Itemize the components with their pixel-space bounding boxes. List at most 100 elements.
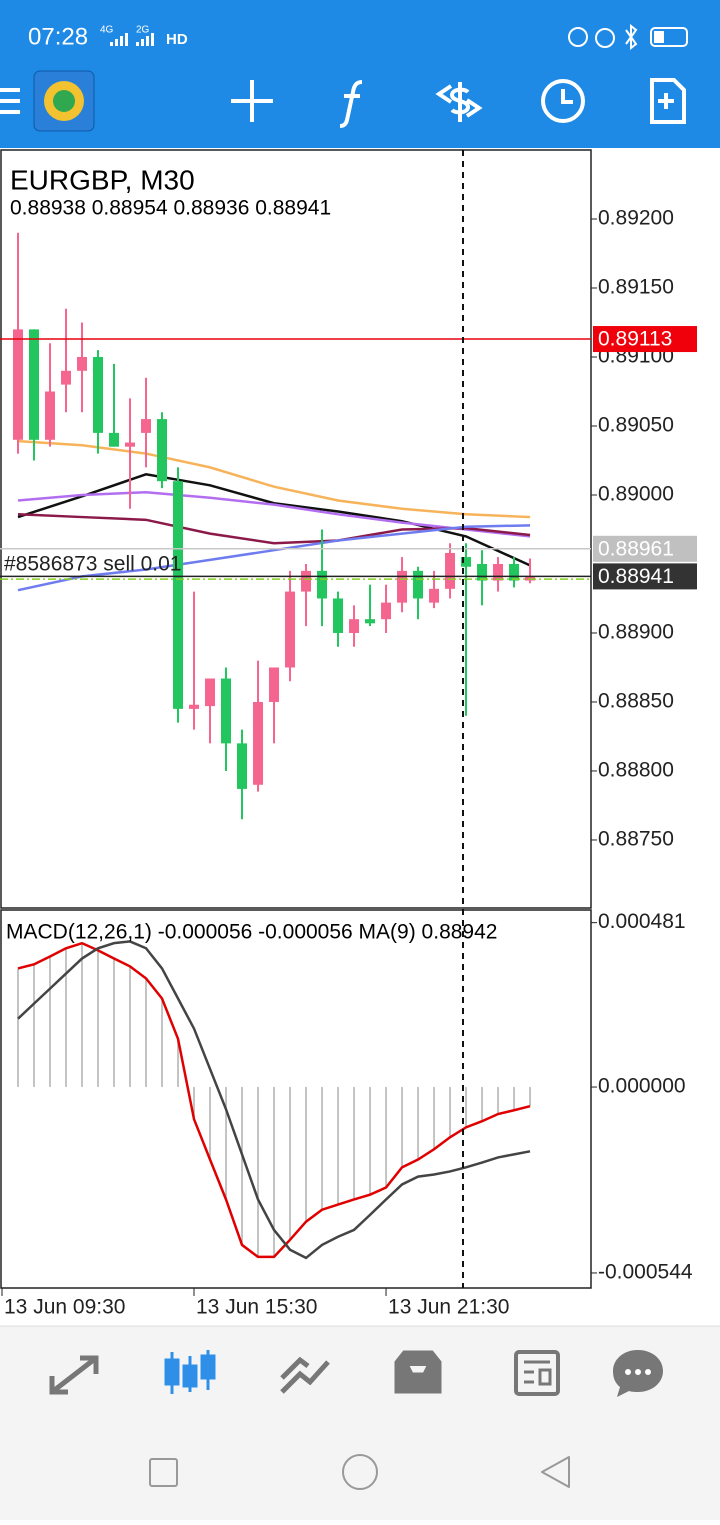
candle-body [157,419,168,482]
y-tick-label: 0.89150 [598,276,674,299]
price-tag-label: 0.88961 [598,537,674,560]
moving-average [17,472,531,567]
battery-icon [650,27,688,47]
order-label: #8586873 sell 0.01 [4,553,182,576]
candle-body [221,678,232,744]
macd-frame [0,909,592,1289]
candle-body [237,743,248,789]
main-plot: #8586873 sell 0.01 [0,232,591,820]
candle-body [61,370,72,385]
candle-body [253,701,264,785]
moving-average [17,524,531,592]
y-tick-label: 0.000000 [598,1075,686,1098]
trade-tab[interactable] [280,1356,330,1394]
signal-icon [110,33,128,46]
candle-body [141,419,152,433]
bluetooth-icon [625,23,638,51]
app-logo [53,90,75,112]
period-button [561,89,573,104]
trade-button[interactable] [435,82,483,122]
candle-body [509,563,520,581]
axes: 0.892000.891500.891000.890500.890000.889… [1,207,697,1319]
back-button[interactable] [541,1456,570,1488]
history-tab[interactable] [394,1350,442,1394]
price-tag [593,326,697,353]
candle-body [333,598,344,633]
quotes-tab[interactable] [49,1355,99,1395]
candle-body [13,329,24,440]
x-tick-label: 13 Jun 15:30 [196,1296,317,1319]
candle-body [397,570,408,603]
candle-body [381,602,392,620]
candle-body [493,563,504,581]
candle-body [189,704,200,709]
y-tick-label: 0.88850 [598,690,674,713]
chart-tab[interactable] [164,1350,216,1394]
price-tag-label: 0.88941 [598,565,674,588]
y-tick-label: 0.88750 [598,828,674,851]
news-tab[interactable] [514,1350,560,1396]
candle-body [29,329,40,440]
y-tick-label: 0.88800 [598,759,674,782]
chart-title: EURGBP, M30 [10,164,195,195]
candle-body [285,591,296,668]
period-button[interactable] [541,79,585,123]
y-tick-label: 0.89200 [598,207,674,230]
candle-body [365,619,376,624]
candle-body [125,442,136,447]
moving-average [17,490,531,538]
candle-body [317,570,328,599]
hd-label: HD [166,31,188,48]
price-tag-label: 0.89113 [598,328,672,351]
new-order-button[interactable] [650,78,686,124]
candle-body [109,432,120,447]
y-tick-label: 0.88900 [598,621,674,644]
candle-body [77,356,88,371]
x-tick-label: 13 Jun 09:30 [4,1296,125,1319]
home-button[interactable] [342,1454,378,1490]
indicators-button[interactable] [339,80,363,128]
x-tick-label: 13 Jun 21:30 [388,1296,509,1319]
candle-body [173,481,184,709]
candle-body [477,563,488,581]
candle-body [301,570,312,592]
candle-body [45,391,56,440]
macd-plot [17,940,531,1260]
y-tick-label: 0.000481 [598,910,686,933]
y-tick-label: -0.000544 [598,1261,693,1284]
candle-body [349,619,360,633]
news-tab [524,1360,552,1386]
candle-body [269,667,280,702]
candle-body [429,588,440,603]
candle-body [461,557,472,567]
moving-average [17,439,531,519]
main-chart-frame [0,149,592,909]
macd-title: MACD(12,26,1) -0.000056 -0.000056 MA(9) … [6,921,497,944]
candle-body [445,552,456,589]
battery-level [654,31,664,43]
candle-body [93,356,104,433]
chat-tab [635,1369,641,1375]
crosshair-button[interactable] [231,80,273,122]
status-time: 07:28 [28,23,88,50]
menu-button[interactable] [0,88,20,114]
chat-tab [625,1369,631,1375]
price-tag [593,563,697,590]
chat-tab [645,1369,651,1375]
ohlc-text: 0.88938 0.88954 0.88936 0.88941 [10,197,331,220]
price-tag [593,535,697,562]
candle-body [205,678,216,707]
bottom-nav [0,1326,720,1520]
macd-line [17,941,531,1259]
app-bar [0,0,720,148]
candle-body [413,570,424,599]
alarm-icon [595,28,615,48]
network-label: 4G [100,25,114,36]
network-label: 2G [136,25,150,36]
y-tick-label: 0.89050 [598,414,674,437]
recents-button[interactable] [149,1458,178,1487]
macd-line [17,940,531,1260]
signal-icon [136,33,154,46]
